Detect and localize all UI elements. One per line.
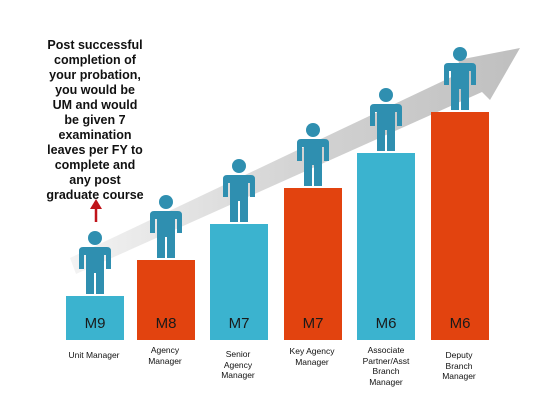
grade-label: M7 xyxy=(302,315,324,332)
role-line: Partner/Asst xyxy=(362,355,410,366)
level-bar xyxy=(66,296,124,340)
grade-label: M6 xyxy=(449,315,471,332)
role-line: Branch xyxy=(372,366,400,376)
note-line: your probation, xyxy=(49,68,141,82)
note-line: Post successful xyxy=(47,38,143,52)
role-line: Unit Manager xyxy=(68,350,120,360)
role-line: Manager xyxy=(148,355,182,366)
grade-label: M6 xyxy=(375,315,397,332)
role-line: Agency xyxy=(223,359,253,370)
role-line: Agency xyxy=(150,345,180,355)
role-label: Agency Manager xyxy=(130,345,200,366)
role-line: Manager xyxy=(369,376,403,387)
role-label: Associate Partner/Asst Branch Manager xyxy=(351,345,421,387)
note-line: graduate course xyxy=(46,188,144,202)
level-bar xyxy=(137,260,195,340)
note-line: any post xyxy=(69,173,121,187)
level-bar xyxy=(210,224,268,340)
person-icon xyxy=(223,159,255,222)
person-icon xyxy=(79,231,111,294)
role-label: Key Agency Manager xyxy=(277,346,347,367)
grade-label: M9 xyxy=(84,315,106,332)
role-label: Deputy Branch Manager xyxy=(424,350,494,382)
level-bar xyxy=(431,112,489,340)
role-line: Deputy xyxy=(445,350,473,360)
probation-note: Post successful completion of your proba… xyxy=(36,38,154,203)
level-bar xyxy=(357,153,415,340)
growth-arrow-icon xyxy=(70,48,520,274)
note-line: completion of xyxy=(54,53,136,67)
role-line: Associate xyxy=(367,345,405,355)
person-icon xyxy=(150,195,182,258)
role-line: Manager xyxy=(295,356,329,367)
people-layer xyxy=(79,47,476,294)
role-label: Senior Agency Manager xyxy=(203,349,273,381)
note-line: UM and would xyxy=(52,98,138,112)
note-line: examination xyxy=(58,128,132,142)
person-icon xyxy=(370,88,402,151)
bars-layer xyxy=(66,112,489,340)
note-line: you would be xyxy=(55,83,135,97)
role-line: Senior xyxy=(225,349,251,359)
role-line: Manager xyxy=(221,370,255,380)
role-line: Manager xyxy=(442,371,476,381)
note-line: leaves per FY to xyxy=(47,143,143,157)
grade-label: M7 xyxy=(228,315,250,332)
role-label: Unit Manager xyxy=(59,350,129,361)
role-line: Branch xyxy=(445,360,473,371)
grade-label: M8 xyxy=(155,315,177,332)
up-arrow-icon xyxy=(90,199,102,222)
role-line: Key Agency xyxy=(289,346,335,356)
person-icon xyxy=(444,47,476,110)
person-icon xyxy=(297,123,329,186)
note-line: be given 7 xyxy=(64,113,126,127)
level-bar xyxy=(284,188,342,340)
note-line: complete and xyxy=(54,158,136,172)
